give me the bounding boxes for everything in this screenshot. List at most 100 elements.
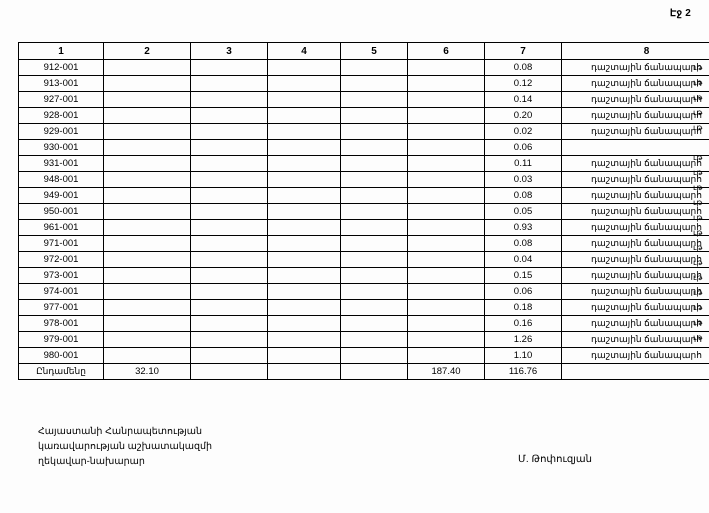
- margin-stub-spacer: [693, 42, 709, 60]
- table-row: 974-001 0.06 դաշտային ճանապարհ: [18, 283, 709, 300]
- table-row: 927-001 0.14 դաշտային ճանապարհ: [18, 91, 709, 108]
- cell-col-3: [190, 107, 268, 124]
- table-row: 948-001 0.03 դաշտային ճանապարհ: [18, 171, 709, 188]
- cell-col-4: [267, 91, 341, 108]
- cell-parcel-code: 931-001: [18, 155, 104, 172]
- total-cell-col-2: 32.10: [103, 363, 191, 380]
- cell-description: դաշտային ճանապարհ: [561, 203, 709, 220]
- cell-col-7: 0.05: [484, 203, 562, 220]
- margin-stub-mark: ւթ: [693, 78, 703, 87]
- margin-stub-mark: ւթ: [693, 168, 703, 177]
- column-header-6: 6: [407, 42, 485, 60]
- cell-col-3: [190, 251, 268, 268]
- cell-col-3: [190, 123, 268, 140]
- cell-col-6: [407, 315, 485, 332]
- table-row: 979-001 1.26 դաշտային ճանապարհ: [18, 331, 709, 348]
- cell-description: դաշտային ճանապարհ: [561, 107, 709, 124]
- footer-org-line-2: կառավարության աշխատակազմի: [38, 441, 213, 452]
- cell-col-4: [267, 203, 341, 220]
- margin-stub-mark: ւթ: [693, 93, 703, 102]
- cell-description: դաշտային ճանապարհ: [561, 59, 709, 76]
- cell-col-7: 0.06: [484, 283, 562, 300]
- cell-col-6: [407, 219, 485, 236]
- cell-col-4: [267, 59, 341, 76]
- cell-col-5: [340, 219, 408, 236]
- margin-stub-mark: ւթ: [693, 228, 703, 237]
- table-row: 931-001 0.11 դաշտային ճանապարհ: [18, 155, 709, 172]
- cell-col-2: [103, 171, 191, 188]
- cell-col-7: 0.11: [484, 155, 562, 172]
- margin-stub-mark: ւթ: [693, 108, 703, 117]
- table-row: 978-001 0.16 դաշտային ճանապարհ: [18, 315, 709, 332]
- cell-col-7: 0.93: [484, 219, 562, 236]
- cell-col-7: 1.26: [484, 331, 562, 348]
- cell-col-5: [340, 107, 408, 124]
- cell-col-3: [190, 219, 268, 236]
- margin-stub-mark: [693, 135, 709, 150]
- total-cell-col-5: [340, 363, 408, 380]
- cell-col-5: [340, 91, 408, 108]
- table-header: 1 2 3 4 5 6 7 8: [18, 42, 709, 60]
- cell-col-2: [103, 331, 191, 348]
- cell-parcel-code: 978-001: [18, 315, 104, 332]
- cell-col-6: [407, 139, 485, 156]
- cell-col-2: [103, 299, 191, 316]
- cell-parcel-code: 929-001: [18, 123, 104, 140]
- cell-col-3: [190, 315, 268, 332]
- cell-col-7: 0.06: [484, 139, 562, 156]
- cell-description: դաշտային ճանապարհ: [561, 123, 709, 140]
- cell-col-2: [103, 187, 191, 204]
- column-header-3: 3: [190, 42, 268, 60]
- cell-parcel-code: 973-001: [18, 267, 104, 284]
- cell-col-6: [407, 251, 485, 268]
- cell-col-2: [103, 347, 191, 364]
- cell-col-4: [267, 251, 341, 268]
- cell-col-6: [407, 171, 485, 188]
- cell-parcel-code: 949-001: [18, 187, 104, 204]
- cell-col-4: [267, 283, 341, 300]
- cell-parcel-code: 948-001: [18, 171, 104, 188]
- cell-col-3: [190, 139, 268, 156]
- cell-col-4: [267, 139, 341, 156]
- cell-description: դաշտային ճանապարհ: [561, 315, 709, 332]
- cell-col-4: [267, 187, 341, 204]
- cell-col-5: [340, 203, 408, 220]
- cell-col-3: [190, 75, 268, 92]
- footer-org-line-1: Հայաստանի Հանրապետության: [38, 426, 202, 437]
- cell-col-2: [103, 123, 191, 140]
- cell-col-4: [267, 155, 341, 172]
- cell-description: դաշտային ճանապարհ: [561, 171, 709, 188]
- cell-col-2: [103, 155, 191, 172]
- cell-col-6: [407, 59, 485, 76]
- cell-col-2: [103, 267, 191, 284]
- total-cell-col-4: [267, 363, 341, 380]
- cell-col-5: [340, 315, 408, 332]
- table-body: 912-001 0.08 դաշտային ճանապարհ 913-001 0.12 դ…: [18, 59, 709, 380]
- cell-col-5: [340, 267, 408, 284]
- cell-col-3: [190, 155, 268, 172]
- cell-parcel-code: 961-001: [18, 219, 104, 236]
- margin-stub-mark: ւթ: [693, 258, 703, 267]
- cell-col-5: [340, 251, 408, 268]
- cell-parcel-code: 972-001: [18, 251, 104, 268]
- cell-col-4: [267, 107, 341, 124]
- cell-col-6: [407, 347, 485, 364]
- cell-description: դաշտային ճանապարհ: [561, 219, 709, 236]
- total-cell-description: [561, 363, 709, 380]
- table-row: 980-001 1.10 դաշտային ճանապարհ: [18, 347, 709, 364]
- table-row: 971-001 0.08 դաշտային ճանապարհ: [18, 235, 709, 252]
- cell-col-6: [407, 203, 485, 220]
- cell-col-6: [407, 91, 485, 108]
- cell-col-2: [103, 219, 191, 236]
- cell-col-5: [340, 155, 408, 172]
- cell-col-3: [190, 187, 268, 204]
- cell-description: դաշտային ճանապարհ: [561, 347, 709, 364]
- cell-col-6: [407, 155, 485, 172]
- cell-col-6: [407, 299, 485, 316]
- cell-col-7: 0.14: [484, 91, 562, 108]
- margin-stub-mark: ւթ: [693, 333, 703, 342]
- table-row: 961-001 0.93 դաշտային ճանապարհ: [18, 219, 709, 236]
- cell-col-6: [407, 123, 485, 140]
- cell-col-5: [340, 171, 408, 188]
- cell-description: [561, 139, 709, 156]
